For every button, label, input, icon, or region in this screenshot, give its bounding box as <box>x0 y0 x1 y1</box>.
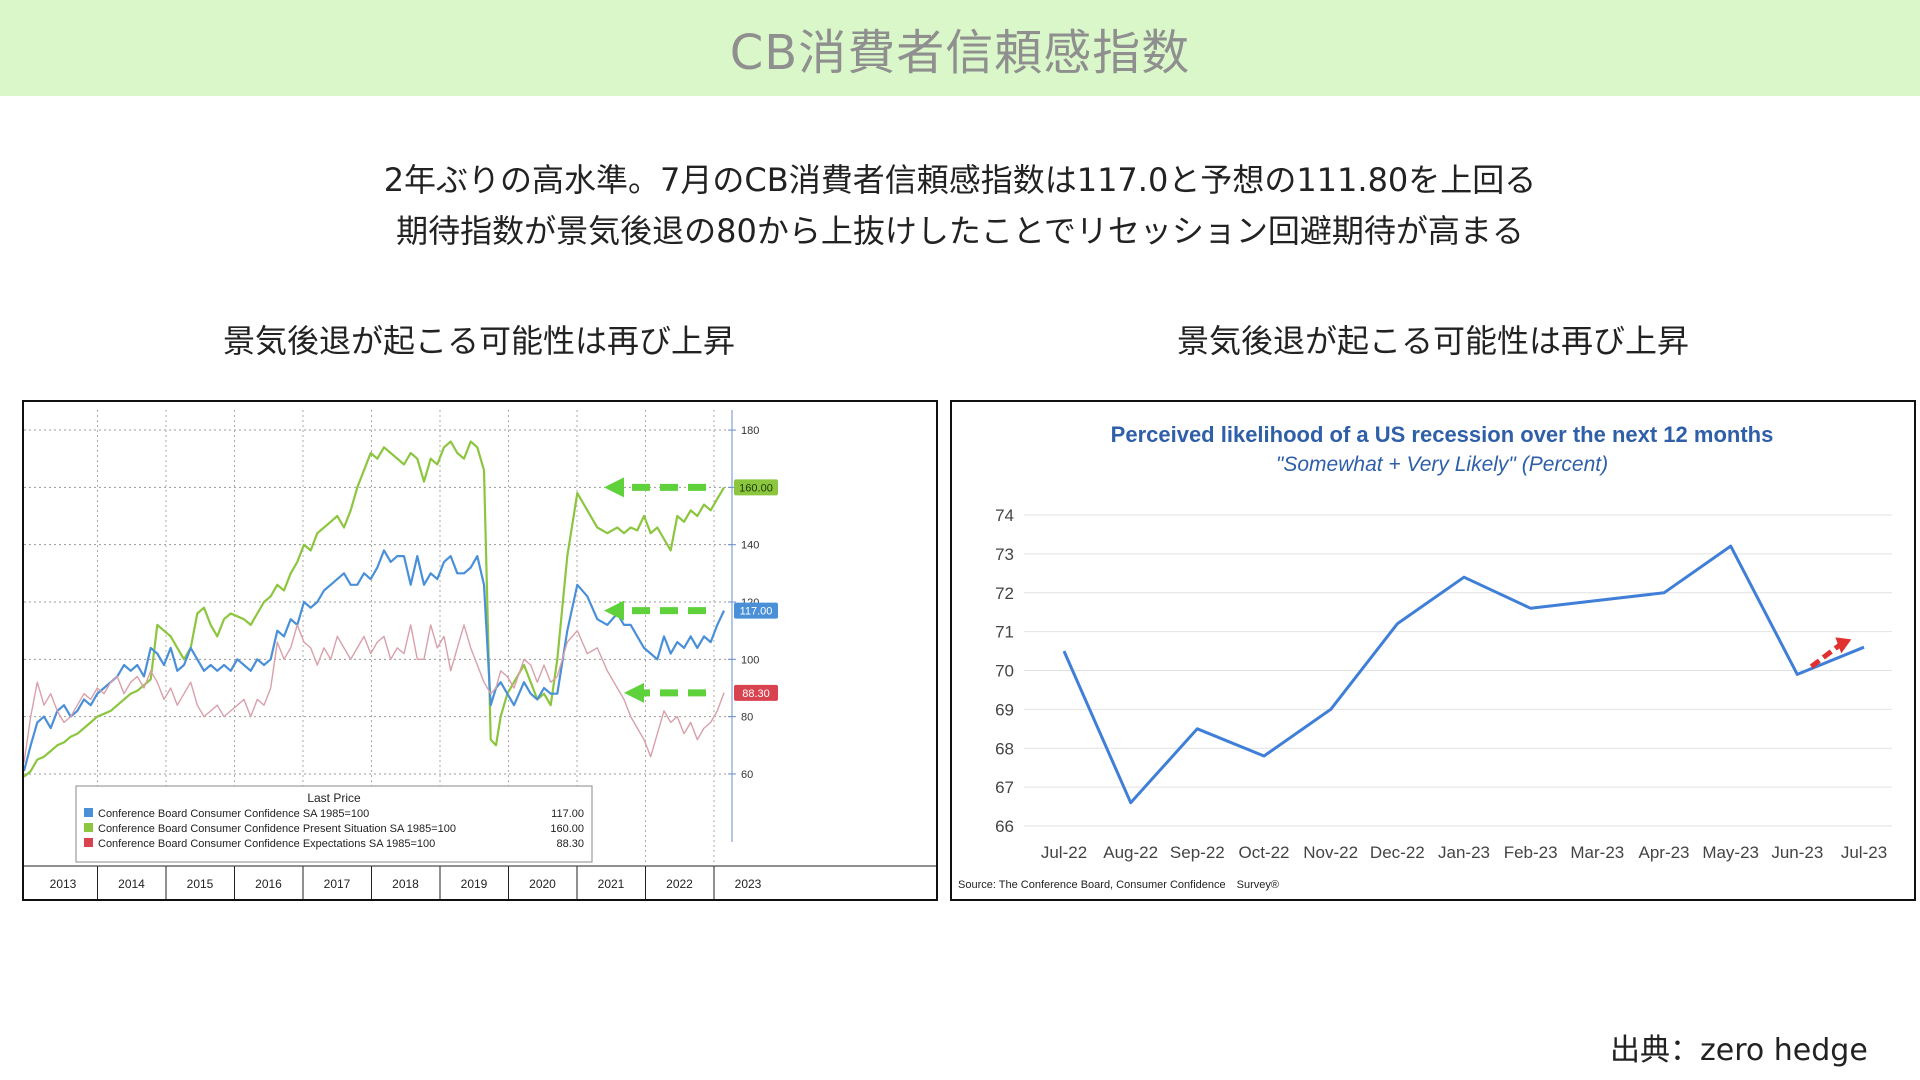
x-tick-label: 2013 <box>50 877 77 891</box>
x-tick-label: 2020 <box>529 877 556 891</box>
y-tick-label: 73 <box>995 545 1014 564</box>
series-line-present-situation <box>24 440 725 778</box>
x-tick-label: Mar-23 <box>1570 843 1624 862</box>
caption-right: 景気後退が起こる可能性は再び上昇 <box>1176 322 1689 360</box>
y-tick-label: 69 <box>995 700 1014 719</box>
consumer-confidence-chart: 6080100120140160180201320142015201620172… <box>24 410 936 899</box>
value-tag-bg <box>734 479 778 496</box>
legend-title: Last Price <box>307 791 361 805</box>
y-tick-label: 100 <box>741 654 759 666</box>
value-tag-bg <box>734 602 778 619</box>
legend-box <box>75 785 593 863</box>
x-tick-label: 2022 <box>666 877 693 891</box>
source-credit: 出典：zero hedge <box>1610 1033 1868 1068</box>
y-tick-label: 70 <box>995 662 1014 681</box>
y-tick-label: 68 <box>995 739 1014 758</box>
x-tick-label: 2018 <box>392 877 419 891</box>
legend-swatch <box>84 823 93 832</box>
y-tick-label: 180 <box>741 425 759 437</box>
series-line-consumer-confidence <box>24 549 725 772</box>
x-tick-label: 2014 <box>118 877 145 891</box>
x-tick-label: Jan-23 <box>1438 843 1490 862</box>
x-tick-label: Nov-22 <box>1303 843 1358 862</box>
title-bar: CB消費者信頼感指数 <box>0 0 1920 96</box>
x-tick-label: May-23 <box>1702 843 1759 862</box>
x-tick-label: Oct-22 <box>1238 843 1289 862</box>
x-tick-label: Sep-22 <box>1170 843 1225 862</box>
x-tick-label: Dec-22 <box>1370 843 1425 862</box>
y-tick-label: 67 <box>995 778 1014 797</box>
x-tick-label: 2017 <box>324 877 351 891</box>
highlight-arrow-head <box>624 682 644 703</box>
value-tag-label: 160.00 <box>739 482 773 494</box>
x-tick-label: 2016 <box>255 877 282 891</box>
right-chart-panel: Perceived likelihood of a US recession o… <box>950 400 1916 901</box>
chart-legend: Last Price Conference Board Consumer Conf… <box>75 785 593 863</box>
y-tick-label: 60 <box>741 769 753 781</box>
legend-entry-value: 88.30 <box>556 838 584 850</box>
chart-title: Perceived likelihood of a US recession o… <box>1111 422 1774 447</box>
x-tick-label: Apr-23 <box>1638 843 1689 862</box>
x-tick-label: 2023 <box>735 877 762 891</box>
recession-likelihood-chart: Perceived likelihood of a US recession o… <box>958 422 1892 891</box>
x-tick-label: Feb-23 <box>1504 843 1558 862</box>
x-tick-label: 2019 <box>461 877 488 891</box>
x-tick-label: Jul-22 <box>1041 843 1087 862</box>
y-tick-label: 66 <box>995 817 1014 836</box>
value-tag-label: 117.00 <box>740 606 773 618</box>
highlight-arrow-head <box>604 477 624 498</box>
series-line-recession-likelihood <box>1062 544 1865 805</box>
page-title: CB消費者信頼感指数 <box>729 25 1191 81</box>
legend-swatch <box>84 808 93 817</box>
headline-line-2: 期待指数が景気後退の80から上抜けしたことでリセッション回避期待が高まる <box>396 212 1524 250</box>
legend-entry-label: Conference Board Consumer Confidence Pre… <box>98 823 456 835</box>
legend-entry-label: Conference Board Consumer Confidence SA … <box>98 808 369 820</box>
legend-entry-value: 117.00 <box>551 808 584 820</box>
trend-arrow-head <box>1835 637 1852 654</box>
x-tick-label: 2021 <box>598 877 625 891</box>
y-tick-label: 71 <box>995 623 1014 642</box>
value-tag-bg <box>734 684 778 701</box>
headline-line-1: 2年ぶりの高水準。7月のCB消費者信頼感指数は117.0と予想の111.80を上… <box>383 161 1537 199</box>
x-tick-label: 2015 <box>187 877 214 891</box>
x-tick-label: Jul-23 <box>1841 843 1887 862</box>
chart-subtitle: "Somewhat + Very Likely" (Percent) <box>1276 453 1608 476</box>
trend-arrow-shaft <box>1809 643 1841 669</box>
legend-entry-label: Conference Board Consumer Confidence Exp… <box>98 838 435 850</box>
x-tick-label: Jun-23 <box>1771 843 1823 862</box>
y-tick-label: 140 <box>741 540 759 552</box>
chart-source-note: Source: The Conference Board, Consumer C… <box>958 879 1279 891</box>
y-tick-label: 72 <box>995 584 1014 603</box>
legend-entry-value: 160.00 <box>550 823 584 835</box>
caption-left: 景気後退が起こる可能性は再び上昇 <box>222 322 735 360</box>
x-tick-label: Aug-22 <box>1103 843 1158 862</box>
legend-swatch <box>84 838 93 847</box>
series-line-expectations <box>24 624 725 763</box>
left-chart-panel: 6080100120140160180201320142015201620172… <box>22 400 938 901</box>
highlight-arrow-head <box>604 600 624 621</box>
value-tag-label: 88.30 <box>742 688 770 700</box>
y-tick-label: 74 <box>995 506 1014 525</box>
y-tick-label: 80 <box>741 712 753 724</box>
